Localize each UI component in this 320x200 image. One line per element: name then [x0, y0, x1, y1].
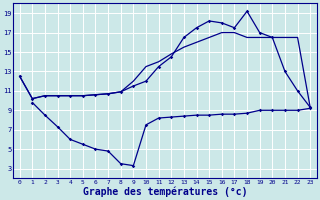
X-axis label: Graphe des températures (°c): Graphe des températures (°c): [83, 186, 247, 197]
